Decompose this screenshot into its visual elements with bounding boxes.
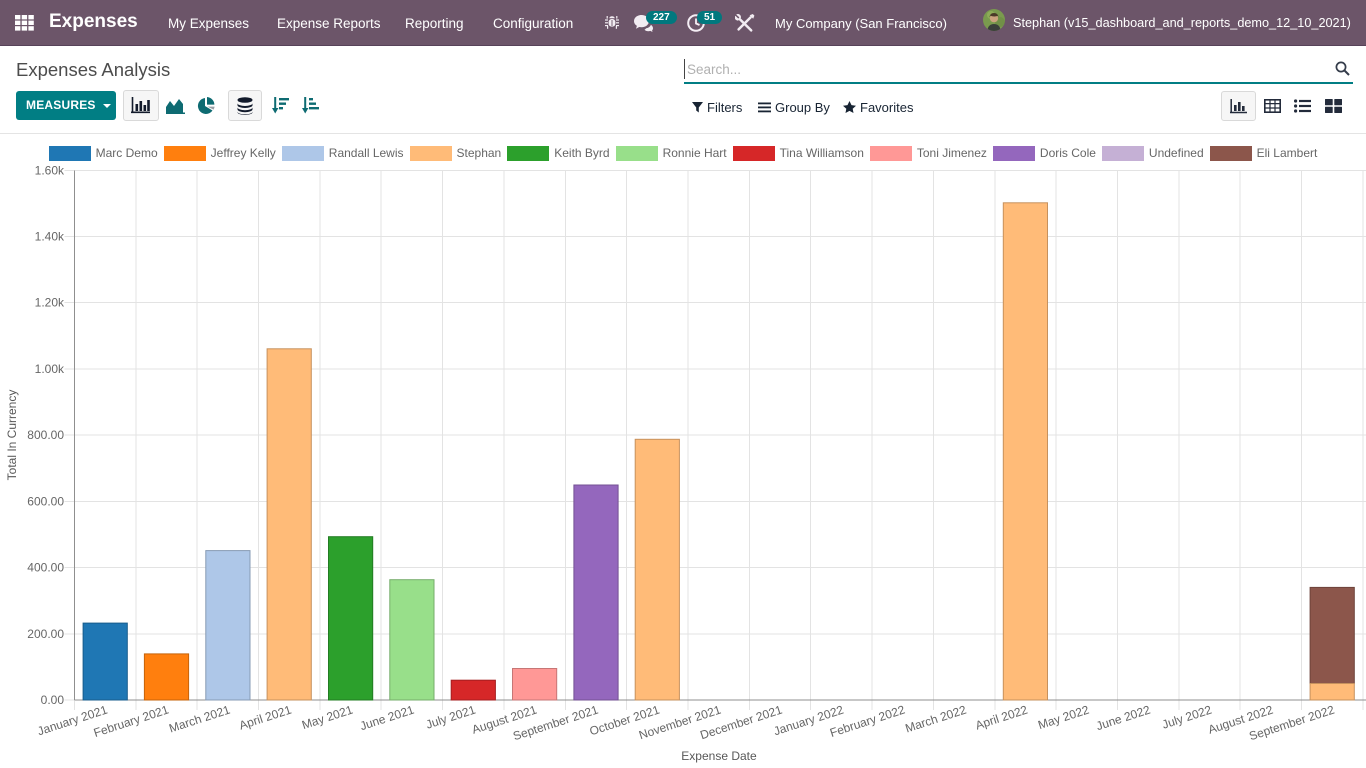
svg-text:1.00k: 1.00k	[35, 362, 65, 376]
svg-text:April 2021: April 2021	[237, 702, 293, 732]
svg-text:Total In Currency: Total In Currency	[5, 390, 19, 481]
svg-text:April 2022: April 2022	[974, 702, 1030, 732]
svg-text:May 2021: May 2021	[300, 702, 355, 732]
svg-text:400.00: 400.00	[27, 561, 64, 575]
svg-text:June 2021: June 2021	[358, 702, 416, 733]
svg-text:800.00: 800.00	[27, 428, 64, 442]
svg-text:March 2022: March 2022	[903, 702, 968, 735]
svg-text:1.20k: 1.20k	[35, 296, 65, 310]
svg-text:June 2022: June 2022	[1094, 702, 1152, 733]
svg-text:July 2021: July 2021	[424, 702, 477, 731]
svg-text:May 2022: May 2022	[1036, 702, 1091, 732]
svg-text:March 2021: March 2021	[167, 702, 232, 735]
svg-text:Expense Date: Expense Date	[681, 749, 757, 763]
svg-text:1.40k: 1.40k	[35, 230, 65, 244]
svg-text:0.00: 0.00	[41, 693, 65, 707]
svg-text:July 2022: July 2022	[1160, 702, 1213, 731]
svg-text:1.60k: 1.60k	[35, 163, 65, 177]
svg-text:200.00: 200.00	[27, 627, 64, 641]
svg-text:600.00: 600.00	[27, 494, 64, 508]
